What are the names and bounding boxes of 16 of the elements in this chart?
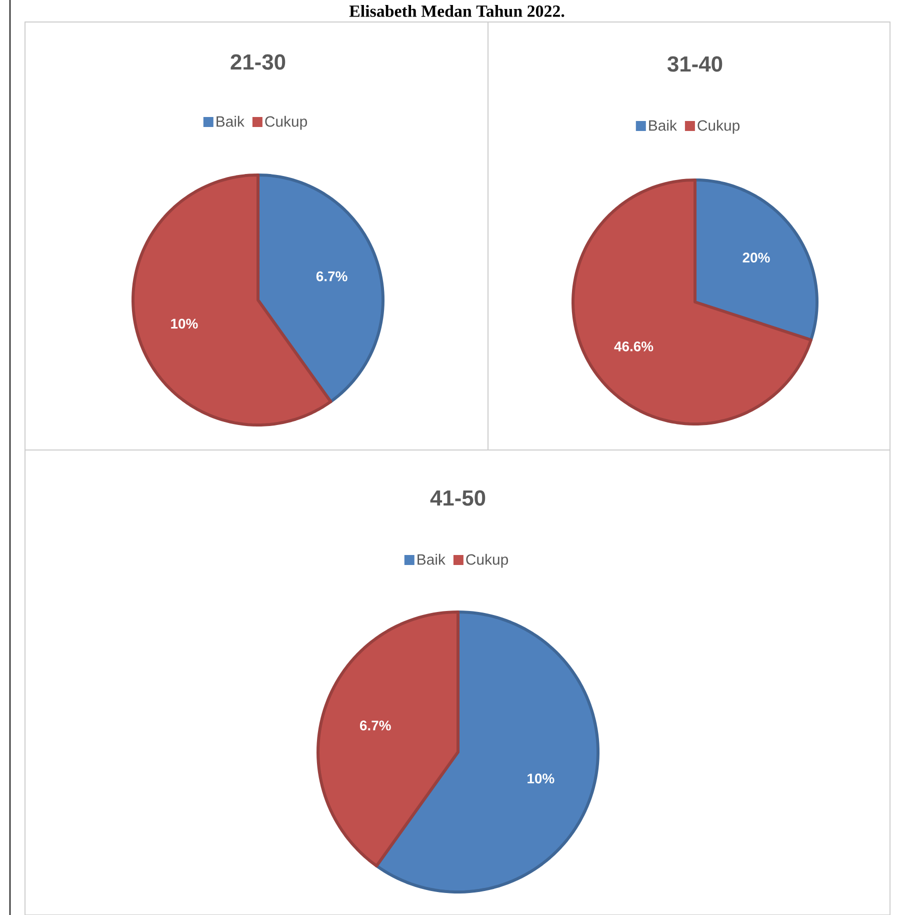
data-label: 10%	[528, 774, 554, 784]
legend-label: Baik	[418, 554, 446, 565]
chart-title: 21-30	[230, 54, 286, 70]
data-label: 46.6%	[614, 341, 654, 352]
data-label: 20%	[742, 252, 770, 263]
chart-title: 31-40	[667, 56, 722, 72]
data-label: 6.7%	[316, 271, 348, 282]
legend-label: Cukup	[698, 120, 740, 134]
legend-label: Baik	[649, 120, 677, 131]
chart-title: 41-50	[430, 490, 486, 506]
data-label: 6.7%	[360, 720, 391, 730]
legend-label: Baik	[216, 116, 244, 127]
legend-label: Cukup	[265, 116, 307, 130]
data-label: 10%	[171, 318, 198, 329]
text: Elisabeth Medan Tahun 2022.	[349, 4, 564, 17]
legend-label: Cukup	[466, 554, 508, 568]
